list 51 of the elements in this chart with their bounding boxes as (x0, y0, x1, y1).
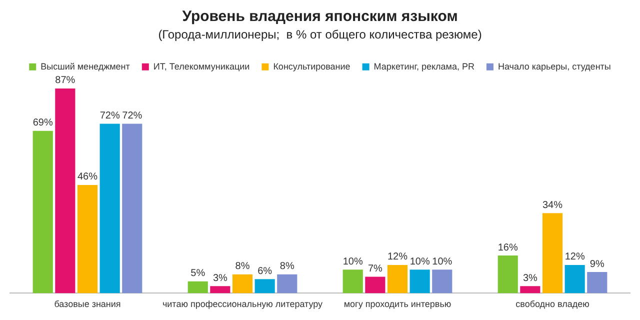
x-tick-label: читаю профессиональную литературу (162, 299, 324, 310)
data-label: 10% (432, 256, 452, 268)
bar (432, 270, 452, 294)
legend-label: Начало карьеры, студенты (498, 61, 611, 72)
chart-subtitle: (Города-миллионеры; в % от общего количества резюме) (158, 28, 482, 42)
data-label: 46% (77, 172, 98, 183)
bar (100, 124, 120, 294)
data-label: 8% (235, 261, 250, 272)
chart-title: Уровень владения японским языком (182, 8, 458, 26)
bar (122, 124, 142, 294)
data-label: 7% (368, 263, 383, 274)
bar (55, 88, 76, 294)
data-label: 3% (522, 272, 538, 284)
bar (254, 279, 275, 294)
bar (520, 286, 540, 294)
data-label: 5% (190, 268, 206, 280)
bar (365, 276, 386, 294)
legend-label: Высший менеджмент (40, 61, 130, 72)
data-label: 8% (280, 261, 294, 272)
bar (564, 264, 585, 294)
bar (342, 270, 363, 294)
bar (32, 130, 53, 294)
bar (387, 264, 408, 294)
x-tick-label: базовые знания (54, 299, 121, 310)
bar (587, 272, 608, 294)
bar (410, 270, 430, 294)
data-label: 12% (564, 252, 585, 263)
data-label: 6% (258, 266, 272, 277)
bar (542, 213, 563, 294)
data-label: 9% (590, 258, 604, 270)
bar (210, 286, 230, 294)
data-label: 12% (387, 252, 408, 263)
bar (77, 184, 98, 294)
x-tick-label: свободно владею (516, 299, 590, 310)
data-label: 16% (498, 242, 518, 254)
data-label: 10% (410, 256, 430, 268)
bar (277, 274, 298, 294)
data-label: 72% (122, 110, 142, 122)
bar (232, 274, 253, 294)
data-label: 69% (32, 118, 53, 129)
data-label: 3% (212, 272, 228, 284)
legend-label: ИТ, Телекоммуникации (153, 61, 250, 72)
x-tick-label: могу проходить интервью (344, 299, 452, 310)
bar (498, 256, 518, 294)
data-label: 72% (100, 110, 120, 122)
bar (188, 281, 208, 294)
legend-label: Консультирование (273, 61, 350, 72)
legend-label: Маркетинг, реклама, PR (374, 61, 475, 72)
data-label: 87% (55, 75, 76, 86)
data-label: 10% (342, 256, 363, 268)
data-label: 34% (542, 200, 563, 211)
